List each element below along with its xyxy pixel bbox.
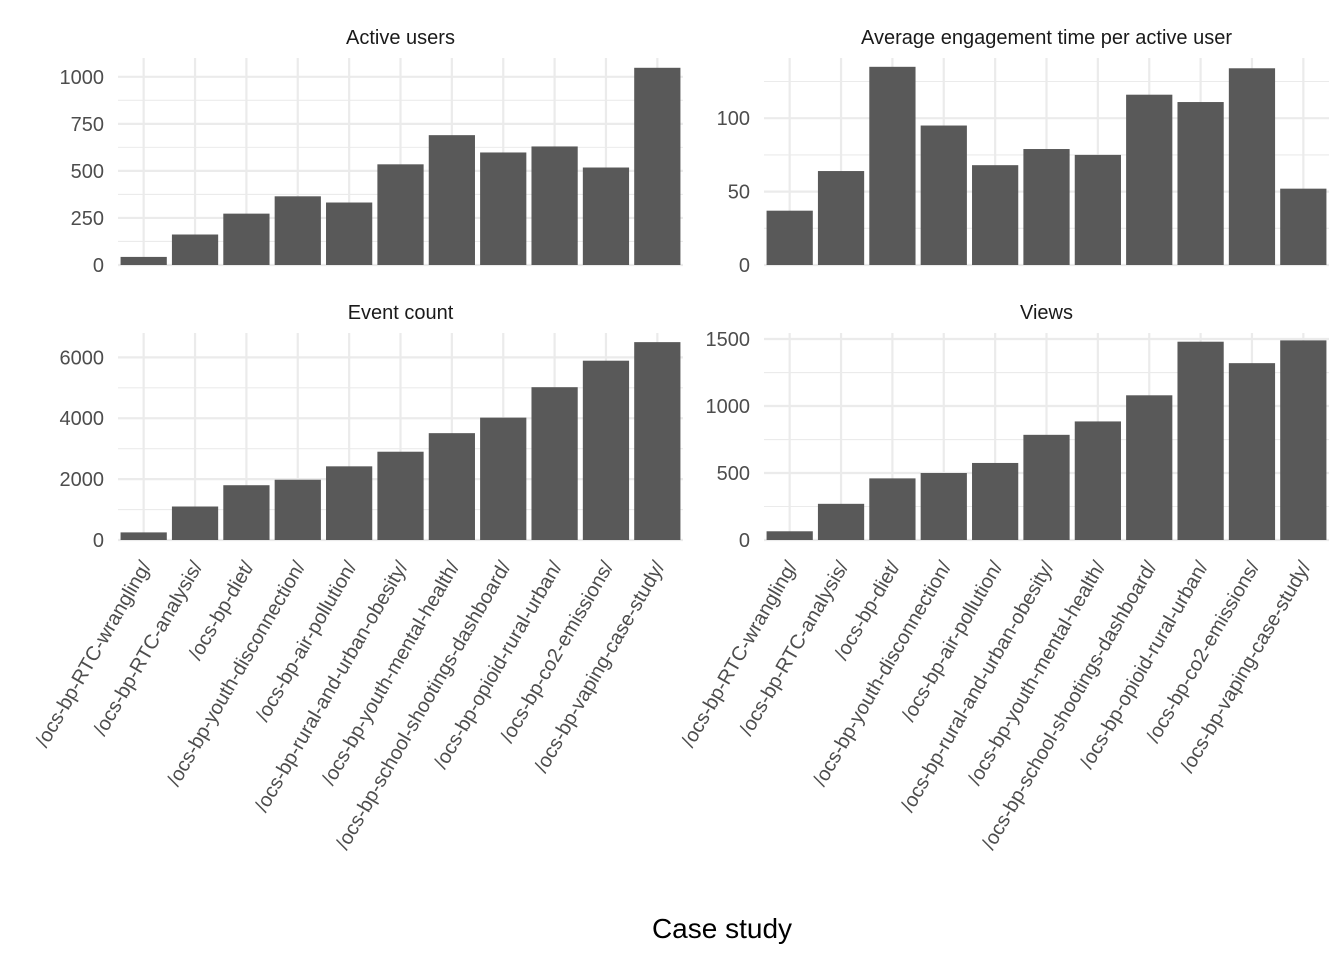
facet-panel-2: 0 50 100 Average engagement time per active…: [717, 27, 1329, 277]
bar: [582, 167, 630, 265]
bar: [326, 202, 373, 265]
bar: [326, 466, 373, 540]
bar: [377, 451, 424, 540]
bar: [1126, 94, 1173, 265]
bar: [972, 462, 1019, 540]
bar: [869, 66, 916, 265]
bar: [377, 164, 424, 265]
bar: [1228, 363, 1276, 540]
bar: [634, 342, 681, 540]
y-tick-label: 1000: [706, 396, 751, 418]
y-tick-label: 250: [71, 208, 104, 230]
bar: [480, 417, 527, 540]
bar: [223, 213, 270, 265]
bar: [1280, 340, 1327, 540]
bar: [274, 196, 321, 265]
bar: [1177, 341, 1224, 540]
y-tick-label: 500: [717, 463, 750, 485]
y-tick-label: 750: [71, 114, 104, 136]
y-tick-label: 0: [93, 255, 104, 277]
panel-title: Active users: [346, 27, 455, 49]
y-tick-label: 1000: [60, 67, 105, 89]
y-tick-label: 100: [717, 108, 750, 130]
bar: [1280, 188, 1327, 265]
bar: [1074, 421, 1121, 540]
bar: [920, 473, 967, 540]
facet-panel-4: 050010001500Views/ocs-bp-RTC-wrangling//…: [678, 302, 1329, 853]
bar: [1228, 68, 1276, 265]
panel-title: Event count: [348, 302, 454, 324]
bar: [920, 125, 967, 265]
bar: [120, 532, 167, 540]
y-tick-label: 0: [93, 530, 104, 552]
bar: [869, 478, 916, 540]
bar: [480, 152, 527, 265]
bar: [766, 210, 813, 265]
bar: [972, 165, 1019, 265]
x-axis-title: Case study: [652, 913, 792, 944]
y-tick-label: 50: [728, 182, 750, 204]
bar: [120, 256, 167, 265]
bar: [274, 479, 321, 540]
bar: [171, 234, 219, 265]
y-tick-label: 2000: [60, 469, 105, 491]
y-tick-label: 4000: [60, 408, 105, 430]
y-tick-label: 0: [739, 530, 750, 552]
bar: [1074, 154, 1121, 265]
y-tick-label: 6000: [60, 347, 105, 369]
panel-title: Views: [1020, 302, 1073, 324]
bar: [428, 135, 475, 265]
bar: [817, 171, 865, 265]
y-tick-label: 500: [71, 161, 104, 183]
bar: [1023, 434, 1070, 540]
facet-panel-1: 0 250 500 750 1000 Active users: [60, 27, 683, 277]
bar: [223, 485, 270, 540]
bar: [1126, 395, 1173, 540]
bar: [428, 433, 475, 540]
bar: [531, 146, 578, 265]
bar: [817, 503, 865, 540]
bar: [171, 506, 219, 540]
bar: [634, 67, 681, 265]
bar: [766, 531, 813, 540]
bar: [1177, 102, 1224, 265]
y-tick-label: 1500: [706, 329, 751, 351]
bar: [582, 360, 630, 540]
bar: [531, 387, 578, 540]
panel-title: Average engagement time per active user: [861, 27, 1232, 49]
bar: [1023, 149, 1070, 265]
y-tick-label: 0: [739, 255, 750, 277]
